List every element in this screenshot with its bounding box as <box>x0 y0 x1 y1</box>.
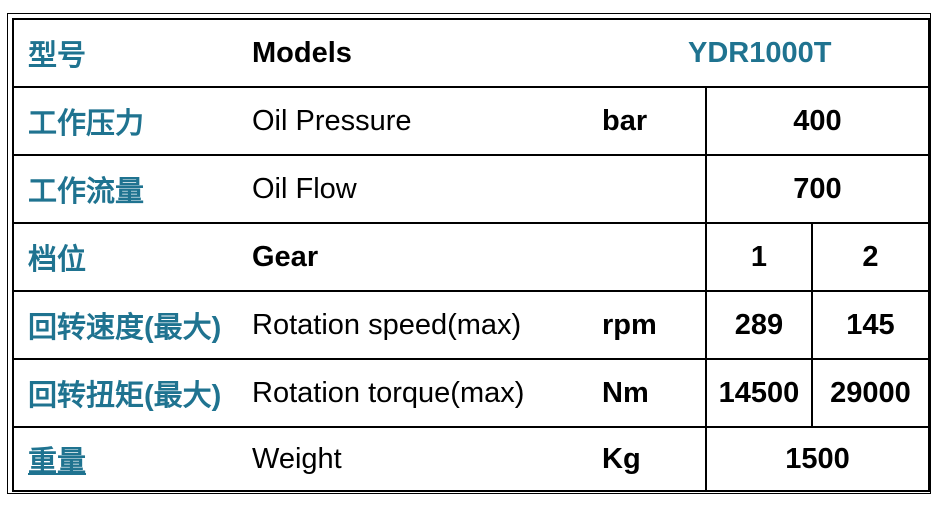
header-label-en: Models <box>252 36 352 69</box>
row-label-en: Oil Pressure <box>252 104 412 137</box>
model-name: YDR1000T <box>688 36 832 69</box>
weight-link[interactable]: 重量 <box>28 446 87 478</box>
column-divider <box>811 222 813 426</box>
gear-2-value: 29000 <box>830 376 911 409</box>
row-label-en: Rotation speed(max) <box>252 308 522 341</box>
row-label-en: Weight <box>252 442 342 475</box>
row-label-zh: 档位 <box>28 244 87 276</box>
gear-1-value: 289 <box>734 308 784 341</box>
column-divider <box>705 86 707 492</box>
row-unit: bar <box>602 104 648 137</box>
gear-2-value: 2 <box>862 240 879 273</box>
row-unit: rpm <box>602 308 657 341</box>
row-divider <box>14 86 928 88</box>
row-unit: Kg <box>602 442 641 475</box>
row-label-en: Rotation torque(max) <box>252 376 525 409</box>
row-divider <box>14 290 928 292</box>
row-unit: Nm <box>602 376 649 409</box>
row-label-en: Gear <box>252 240 319 273</box>
row-value: 700 <box>793 172 842 205</box>
outer-frame <box>7 13 931 494</box>
spec-table: 型号 Models YDR1000T 工作压力 Oil Pressure bar… <box>12 18 930 492</box>
row-label-zh: 工作压力 <box>28 108 145 140</box>
row-divider <box>14 154 928 156</box>
header-label-zh: 型号 <box>28 40 87 72</box>
row-unit <box>602 156 702 222</box>
gear-2-value: 145 <box>846 308 895 341</box>
row-label-en: Oil Flow <box>252 172 357 205</box>
row-label-zh: 工作流量 <box>28 176 145 208</box>
row-label-zh: 回转扭矩(最大) <box>28 380 222 412</box>
row-divider <box>14 358 928 360</box>
row-value: 1500 <box>785 442 850 475</box>
row-label-zh: 回转速度(最大) <box>28 312 222 344</box>
row-divider <box>14 426 928 428</box>
gear-1-value: 14500 <box>718 376 800 409</box>
row-divider <box>14 222 928 224</box>
row-value: 400 <box>793 104 842 137</box>
gear-1-value: 1 <box>750 240 768 273</box>
